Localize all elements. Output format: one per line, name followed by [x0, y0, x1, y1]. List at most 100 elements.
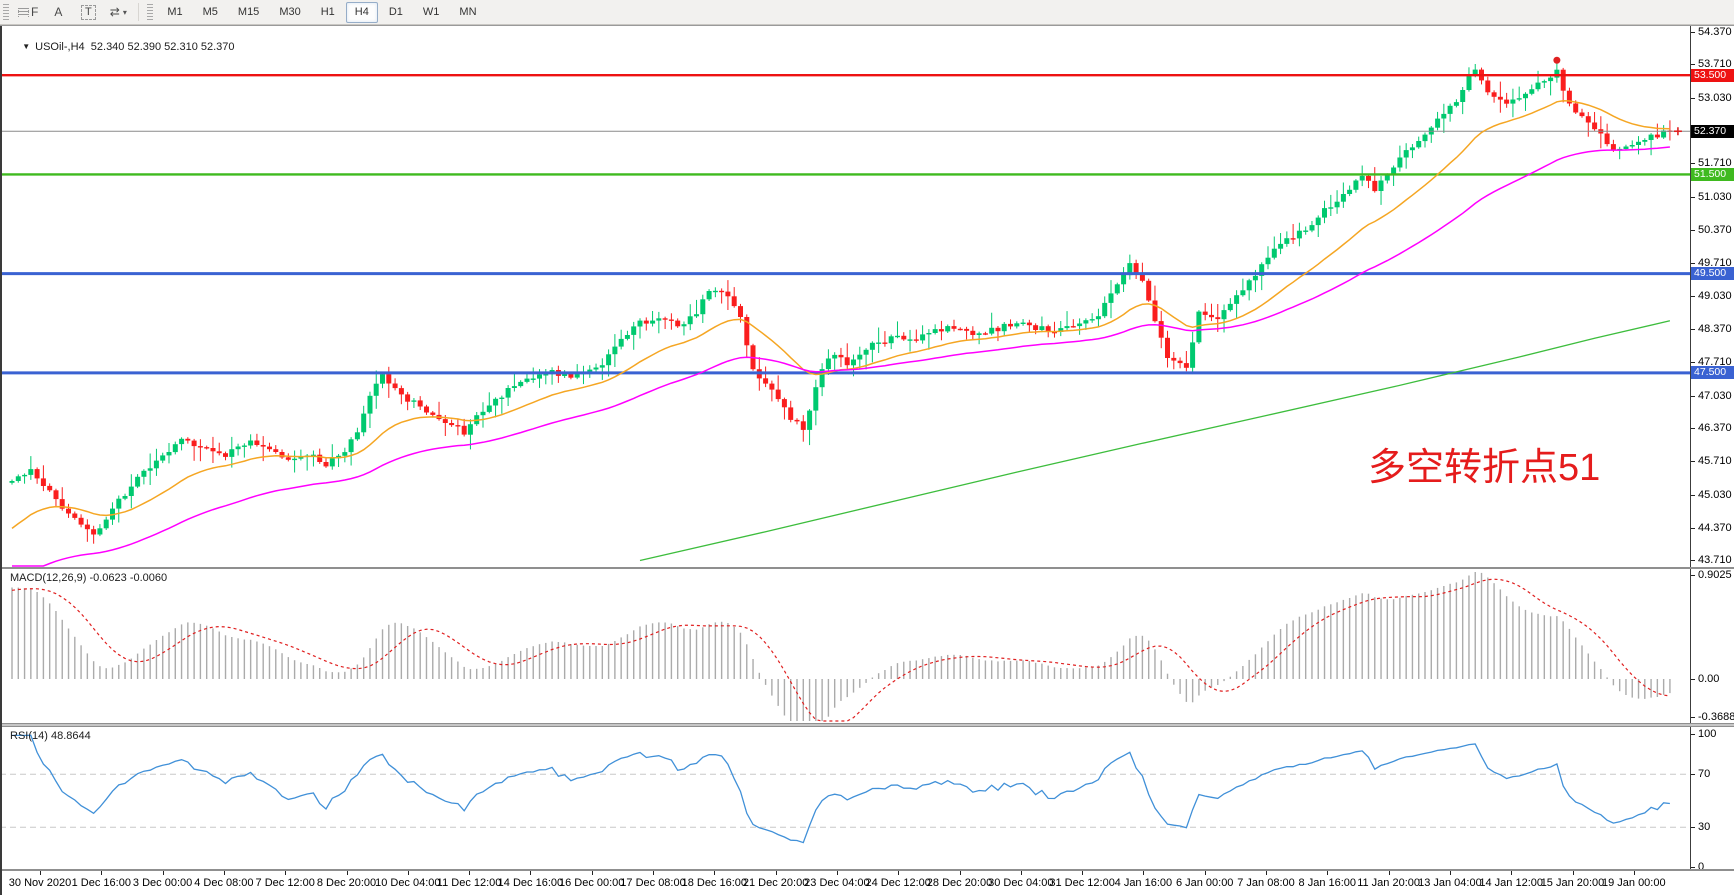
grid-f-tool-button[interactable]: F	[14, 2, 42, 23]
candle-body	[1623, 146, 1629, 149]
candle-body	[493, 398, 499, 406]
candle-body	[1070, 326, 1076, 328]
timeframe-h4-button[interactable]: H4	[345, 1, 378, 23]
candle-body	[895, 335, 900, 338]
rsi-line	[12, 734, 1670, 844]
time-tick	[1266, 871, 1267, 875]
sell-dot-marker[interactable]	[1553, 56, 1561, 64]
candle-body	[1636, 141, 1641, 145]
candle-body	[1095, 316, 1101, 320]
candle-body	[9, 481, 15, 483]
candle-body	[1416, 141, 1422, 148]
candle-body	[687, 316, 693, 325]
arrows-tool-button[interactable]: ⇄ ▾	[109, 5, 127, 19]
candle-body	[153, 460, 159, 469]
candle-body	[1409, 147, 1415, 151]
candle-body	[989, 327, 995, 334]
symbol-dropdown-icon[interactable]: ▼	[22, 42, 31, 51]
hline-price-tag[interactable]: 49.500	[1691, 267, 1734, 281]
rsi-canvas[interactable]	[0, 727, 1690, 869]
panel-resize-separator[interactable]	[0, 723, 1734, 727]
candle-body	[197, 446, 203, 448]
timeframe-w1-button[interactable]: W1	[422, 5, 440, 18]
time-label: 11 Dec 12:00	[436, 877, 502, 889]
candle-body	[1152, 300, 1158, 322]
candle-body	[15, 476, 21, 481]
chart-annotation[interactable]: 多空转折点51	[1368, 447, 1601, 489]
dropdown-caret-icon[interactable]: ▾	[122, 7, 127, 17]
price-tick	[1691, 329, 1695, 331]
candle-body	[624, 335, 630, 339]
candle-body	[185, 438, 191, 441]
ma-medium-line[interactable]	[12, 146, 1670, 567]
macd-tick	[1691, 574, 1695, 576]
price-tick	[1691, 560, 1695, 562]
candle-body	[813, 387, 819, 411]
candle-body	[191, 440, 197, 447]
candle-body	[103, 519, 109, 529]
candle-body	[1491, 92, 1497, 97]
candle-body	[618, 338, 624, 347]
candle-body	[1296, 230, 1302, 239]
candle-body	[775, 389, 781, 400]
hline-price-tag[interactable]: 47.500	[1691, 366, 1734, 380]
candle-body	[1334, 201, 1340, 208]
rsi-indicator-panel[interactable]	[0, 727, 1690, 869]
timeframe-h1-button[interactable]: H1	[320, 5, 335, 18]
hline-price-tag[interactable]: 51.500	[1691, 167, 1734, 181]
candle-body	[505, 388, 511, 398]
time-tick	[40, 871, 41, 875]
candle-body	[1252, 275, 1258, 281]
timeframe-d1-button[interactable]: D1	[388, 5, 403, 18]
candle-body	[216, 451, 222, 454]
timeframe-toolbar-grip[interactable]	[147, 4, 154, 20]
candle-body	[1566, 90, 1572, 104]
insert-text-tool-button[interactable]: A	[54, 5, 63, 19]
candle-body	[1661, 130, 1667, 138]
price-tick-label: 50.370	[1698, 223, 1732, 236]
candle-body	[970, 330, 976, 335]
candlestick-canvas[interactable]	[0, 26, 1690, 567]
candle-body	[179, 438, 185, 445]
candle-body	[920, 334, 926, 341]
candle-body	[794, 419, 800, 422]
time-label: 8 Jan 16:00	[1298, 877, 1357, 889]
macd-canvas[interactable]	[0, 569, 1690, 723]
timeframe-mn-button[interactable]: MN	[459, 5, 477, 18]
macd-indicator-panel[interactable]	[0, 569, 1690, 723]
timeframe-m30-button[interactable]: M30	[279, 5, 301, 18]
candle-body	[957, 328, 963, 331]
candle-body	[1158, 321, 1164, 338]
candle-body	[869, 342, 875, 350]
time-tick	[1020, 871, 1022, 875]
ma-slow-line[interactable]	[639, 320, 1671, 562]
candle-body	[907, 339, 913, 341]
hline-price-tag[interactable]: 53.500	[1691, 68, 1734, 82]
timeframe-m5-button[interactable]: M5	[202, 5, 218, 18]
candle-body	[995, 327, 1001, 332]
candle-body	[1516, 98, 1522, 100]
time-axis[interactable]: 30 Nov 2020 1 Dec 16:00 3 Dec 00:00 4 Dec 0…	[0, 871, 1734, 895]
time-tick	[1572, 871, 1574, 875]
time-label: 23 Dec 04:00	[804, 877, 870, 889]
candle-body	[951, 326, 957, 329]
candle-body	[1052, 331, 1057, 334]
candle-body	[405, 394, 411, 402]
candle-body	[807, 410, 813, 430]
time-tick	[1082, 871, 1084, 875]
toolbar-drag-grip[interactable]	[3, 4, 9, 20]
chart-symbol-header: ▼ USOil-,H4 52.340 52.390 52.310 52.370	[10, 29, 234, 65]
timeframe-m1-button[interactable]: M1	[167, 5, 183, 18]
price-axis[interactable]: 54.370 53.710 53.030 52.370 51.710 51.030 50.3…	[1690, 26, 1734, 873]
candle-body	[1265, 257, 1271, 265]
candle-body	[1560, 69, 1566, 91]
candle-body	[964, 328, 970, 331]
main-price-chart[interactable]	[0, 26, 1690, 567]
panel-resize-separator[interactable]	[0, 567, 1734, 569]
panel-resize-separator[interactable]	[0, 869, 1734, 871]
timeframe-m15-button[interactable]: M15	[237, 5, 260, 18]
candle-body	[1485, 80, 1491, 93]
text-label-tool-button[interactable]: T	[74, 2, 102, 23]
candle-body	[788, 407, 794, 420]
candle-body	[279, 452, 285, 458]
